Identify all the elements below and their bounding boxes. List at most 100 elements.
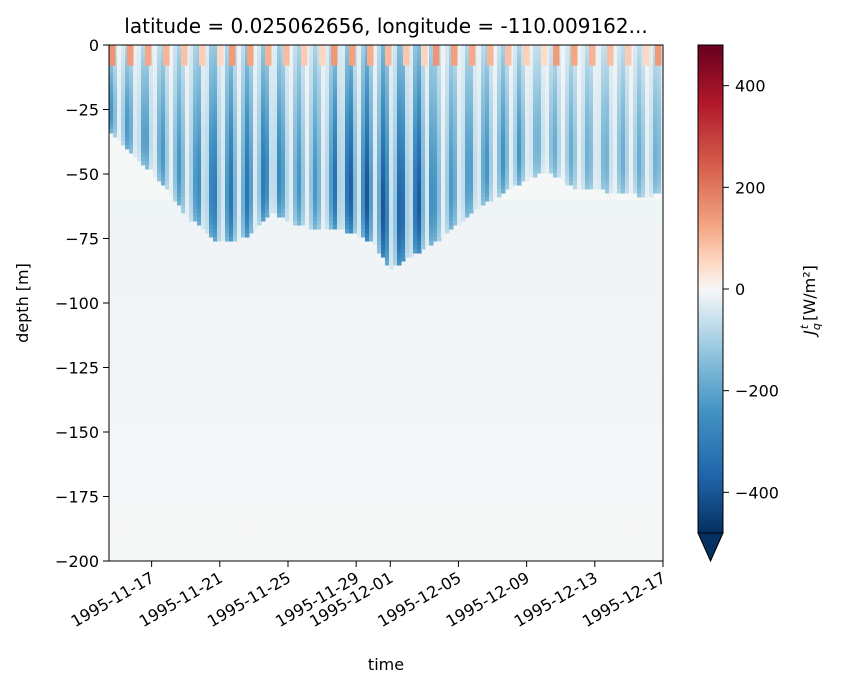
heatmap-cell [189, 217, 194, 222]
heatmap-cell [469, 133, 474, 138]
heatmap-cell [309, 73, 314, 78]
heatmap-cell [309, 101, 314, 106]
heatmap-cell [245, 69, 250, 74]
heatmap-cell [401, 177, 406, 182]
heatmap-cell [129, 101, 134, 106]
heatmap-cell [581, 121, 586, 126]
heatmap-cell [121, 93, 126, 98]
heatmap-cell [433, 225, 438, 230]
heatmap-cell [513, 57, 518, 62]
heatmap-cell [293, 45, 298, 50]
heatmap-cell [341, 117, 346, 122]
heatmap-cell [145, 113, 150, 118]
heatmap-cell [497, 69, 502, 74]
heatmap-cell [369, 93, 374, 98]
heatmap-cell [125, 81, 130, 86]
heatmap-cell [425, 229, 430, 234]
heatmap-cell [537, 77, 542, 82]
heatmap-cell [421, 141, 426, 146]
heatmap-cell [205, 221, 210, 226]
heatmap-cell [185, 65, 190, 70]
heatmap-cell [493, 161, 498, 166]
heatmap-cell [241, 97, 246, 102]
heatmap-cell [373, 113, 378, 118]
heatmap-cell [325, 133, 330, 138]
heatmap-cell [521, 157, 526, 162]
heatmap-cell [529, 113, 534, 118]
heatmap-cell [461, 109, 466, 114]
heatmap-cell [113, 109, 118, 114]
heatmap-cell [193, 53, 198, 58]
heatmap-cell [445, 125, 450, 130]
heatmap-cell [273, 189, 278, 194]
heatmap-cell [241, 81, 246, 86]
heatmap-cell [537, 65, 542, 70]
heatmap-cell [153, 65, 158, 70]
heatmap-cell [333, 133, 338, 138]
heatmap-cell [309, 125, 314, 130]
heatmap-cell [213, 133, 218, 138]
heatmap-cell [221, 73, 226, 78]
heatmap-cell [433, 181, 438, 186]
heatmap-cell [269, 141, 274, 146]
heatmap-cell [393, 65, 398, 70]
heatmap-cell [205, 61, 210, 66]
heatmap-cell [241, 89, 246, 94]
heatmap-cell [489, 97, 494, 102]
heatmap-cell [205, 133, 210, 138]
heatmap-cell [441, 229, 446, 234]
heatmap-cell [513, 45, 518, 50]
heatmap-cell [377, 185, 382, 190]
heatmap-cell [409, 241, 414, 246]
heatmap-cell [569, 109, 574, 114]
heatmap-cell [385, 169, 390, 174]
heatmap-cell [257, 153, 262, 158]
heatmap-cell [429, 81, 434, 86]
heatmap-cell [417, 153, 422, 158]
heatmap-cell [145, 101, 150, 106]
heatmap-cell [161, 77, 166, 82]
heatmap-cell [293, 77, 298, 82]
heatmap-cell [269, 145, 274, 150]
heatmap-cell [497, 149, 502, 154]
heatmap-cell [169, 117, 174, 122]
heatmap-cell [193, 45, 198, 50]
heatmap-cell [257, 133, 262, 138]
heatmap-cell [409, 121, 414, 126]
heatmap-cell [269, 161, 274, 166]
heatmap-cell [181, 73, 186, 78]
heatmap-cell [221, 153, 226, 158]
heatmap-cell [377, 201, 382, 206]
heatmap-cell [533, 73, 538, 78]
heatmap-cell [413, 185, 418, 190]
heatmap-cell [257, 213, 262, 218]
heatmap-cell [433, 141, 438, 146]
heatmap-cell [349, 193, 354, 198]
heatmap-cell [297, 85, 302, 90]
heatmap-cell [413, 105, 418, 110]
heatmap-cell [545, 73, 550, 78]
heatmap-cell [301, 65, 306, 70]
heatmap-cell [361, 77, 366, 82]
heatmap-cell [449, 169, 454, 174]
heatmap-cell [477, 129, 482, 134]
heatmap-cell [453, 121, 458, 126]
heatmap-cell [321, 145, 326, 150]
heatmap-cell [417, 145, 422, 150]
heatmap-cell [541, 93, 546, 98]
heatmap-cell [257, 149, 262, 154]
heatmap-cell [273, 89, 278, 94]
heatmap-cell [309, 201, 314, 206]
heatmap-cell [129, 65, 134, 70]
heatmap-cell [417, 221, 422, 226]
heatmap-cell [469, 89, 474, 94]
heatmap-cell [321, 181, 326, 186]
heatmap-cell [329, 145, 334, 150]
heatmap-cell [425, 241, 430, 246]
heatmap-cell [561, 109, 566, 114]
heatmap-cell [409, 129, 414, 134]
heatmap-cell [341, 157, 346, 162]
heatmap-cell [465, 125, 470, 130]
heatmap-cell [389, 213, 394, 218]
heatmap-cell [397, 73, 402, 78]
